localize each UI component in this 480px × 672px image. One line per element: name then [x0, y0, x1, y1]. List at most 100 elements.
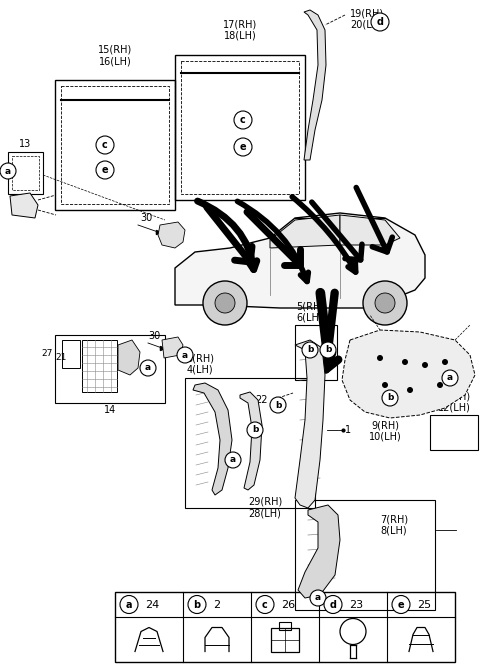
Text: d: d	[376, 17, 384, 27]
Polygon shape	[158, 222, 185, 248]
Polygon shape	[10, 193, 38, 218]
Text: 24: 24	[145, 599, 159, 610]
Bar	[55, 335, 165, 403]
Text: 5(RH)
6(LH): 5(RH) 6(LH)	[296, 302, 324, 323]
Text: a: a	[230, 456, 236, 464]
Text: a: a	[182, 351, 188, 360]
Text: 11(RH)
12(LH): 11(RH) 12(LH)	[437, 391, 471, 413]
Text: e: e	[240, 142, 246, 152]
Circle shape	[302, 342, 318, 358]
Text: 26: 26	[281, 599, 295, 610]
Text: b: b	[387, 394, 393, 403]
Text: 2: 2	[213, 599, 220, 610]
Text: a: a	[5, 167, 11, 175]
Text: d: d	[329, 599, 336, 610]
Circle shape	[375, 293, 395, 313]
Text: 21: 21	[56, 353, 67, 362]
Bar	[181, 61, 299, 194]
Circle shape	[234, 138, 252, 156]
Text: c: c	[102, 140, 108, 150]
Circle shape	[392, 595, 410, 614]
Circle shape	[324, 595, 342, 614]
Bar	[295, 500, 435, 610]
Circle shape	[320, 342, 336, 358]
Circle shape	[203, 281, 247, 325]
Bar	[279, 622, 291, 630]
Text: 30: 30	[148, 331, 160, 341]
Text: b: b	[252, 425, 258, 435]
Bar	[62, 340, 80, 368]
Circle shape	[0, 163, 16, 179]
Text: 13: 13	[19, 139, 31, 149]
Circle shape	[310, 590, 326, 606]
Text: e: e	[102, 165, 108, 175]
Circle shape	[247, 422, 263, 438]
Circle shape	[270, 397, 286, 413]
Text: a: a	[145, 364, 151, 372]
Circle shape	[442, 359, 448, 365]
Polygon shape	[304, 10, 326, 160]
Polygon shape	[342, 330, 475, 418]
Circle shape	[177, 347, 193, 363]
Bar	[295, 325, 337, 380]
Text: b: b	[193, 599, 201, 610]
Text: 7(RH)
8(LH): 7(RH) 8(LH)	[380, 514, 408, 536]
Bar	[115, 592, 455, 662]
Circle shape	[437, 382, 443, 388]
Polygon shape	[340, 215, 400, 245]
Circle shape	[371, 13, 389, 31]
Text: 25: 25	[417, 599, 431, 610]
Text: c: c	[240, 115, 246, 125]
Text: 1: 1	[345, 425, 351, 435]
Text: e: e	[398, 599, 404, 610]
Circle shape	[188, 595, 206, 614]
Circle shape	[402, 359, 408, 365]
Polygon shape	[298, 505, 340, 598]
Circle shape	[234, 111, 252, 129]
Bar	[175, 55, 305, 200]
Polygon shape	[193, 383, 232, 495]
Text: a: a	[315, 593, 321, 603]
Text: a: a	[126, 599, 132, 610]
Text: b: b	[307, 345, 313, 355]
Bar	[430, 415, 478, 450]
Bar	[12, 156, 39, 190]
Circle shape	[382, 382, 388, 388]
Text: 27: 27	[42, 349, 53, 358]
Text: 9(RH)
10(LH): 9(RH) 10(LH)	[369, 420, 401, 442]
Text: b: b	[325, 345, 331, 355]
Text: a: a	[447, 374, 453, 382]
Circle shape	[96, 161, 114, 179]
Text: c: c	[262, 599, 268, 610]
Polygon shape	[175, 213, 425, 308]
Bar	[271, 628, 299, 651]
Polygon shape	[240, 392, 262, 490]
Circle shape	[225, 452, 241, 468]
Polygon shape	[270, 215, 340, 248]
Circle shape	[256, 595, 274, 614]
Circle shape	[363, 281, 407, 325]
Bar	[185, 378, 315, 508]
Text: 17(RH)
18(LH): 17(RH) 18(LH)	[223, 19, 257, 41]
Polygon shape	[118, 340, 140, 375]
Circle shape	[442, 370, 458, 386]
Polygon shape	[295, 340, 325, 508]
Text: 3(RH)
4(LH): 3(RH) 4(LH)	[186, 353, 214, 375]
Circle shape	[377, 355, 383, 361]
Text: 30: 30	[140, 213, 152, 223]
Circle shape	[215, 293, 235, 313]
Circle shape	[120, 595, 138, 614]
Circle shape	[140, 360, 156, 376]
Bar	[55, 80, 175, 210]
Bar	[61, 86, 169, 204]
Text: 14: 14	[104, 405, 116, 415]
Circle shape	[382, 390, 398, 406]
Text: 29(RH)
28(LH): 29(RH) 28(LH)	[248, 497, 282, 519]
Circle shape	[96, 136, 114, 154]
Bar	[82, 340, 117, 392]
Polygon shape	[162, 337, 183, 358]
Text: b: b	[275, 401, 281, 409]
Text: 23: 23	[349, 599, 363, 610]
Circle shape	[407, 387, 413, 393]
Circle shape	[422, 362, 428, 368]
